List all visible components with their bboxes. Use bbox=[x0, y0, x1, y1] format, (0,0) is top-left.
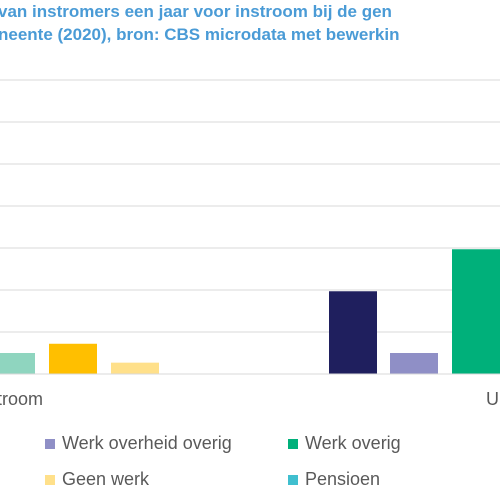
legend-label: Werk overig bbox=[305, 433, 401, 453]
chart-legend: Werk overheid overig Werk overig Geen we… bbox=[0, 430, 500, 500]
x-tick-label: troom bbox=[0, 389, 43, 409]
legend-item-pensioen: Pensioen bbox=[288, 469, 380, 490]
chart-title: van instromers een jaar voor instroom bi… bbox=[0, 0, 400, 46]
bar-troom-werk-overig-2 bbox=[49, 343, 97, 374]
legend-label: Geen werk bbox=[62, 469, 150, 489]
bar-u-werk-overheid bbox=[329, 291, 377, 374]
legend-item-werk-overheid-overig: Werk overheid overig bbox=[45, 433, 232, 454]
bar-troom-geen-werk bbox=[111, 362, 159, 374]
legend-item-geen-werk: Geen werk bbox=[45, 469, 149, 490]
legend-label: Pensioen bbox=[305, 469, 381, 489]
bar-u-werk-overig bbox=[452, 249, 500, 374]
chart-title-line-1: van instromers een jaar voor instroom bi… bbox=[0, 2, 392, 21]
legend-swatch bbox=[288, 474, 298, 485]
bar-troom-pensioen bbox=[0, 353, 35, 374]
legend-swatch bbox=[288, 438, 298, 449]
legend-label: Werk overheid overig bbox=[62, 433, 232, 453]
legend-swatch bbox=[45, 474, 55, 485]
chart-title-line-2: neente (2020), bron: CBS microdata met b… bbox=[0, 25, 400, 44]
legend-swatch bbox=[45, 438, 55, 449]
legend-item-werk-overig: Werk overig bbox=[288, 433, 401, 454]
x-tick-label: U bbox=[486, 389, 499, 409]
bar-u-werk-overheid-overig bbox=[390, 353, 438, 374]
bar-chart: troom U bbox=[0, 79, 500, 409]
